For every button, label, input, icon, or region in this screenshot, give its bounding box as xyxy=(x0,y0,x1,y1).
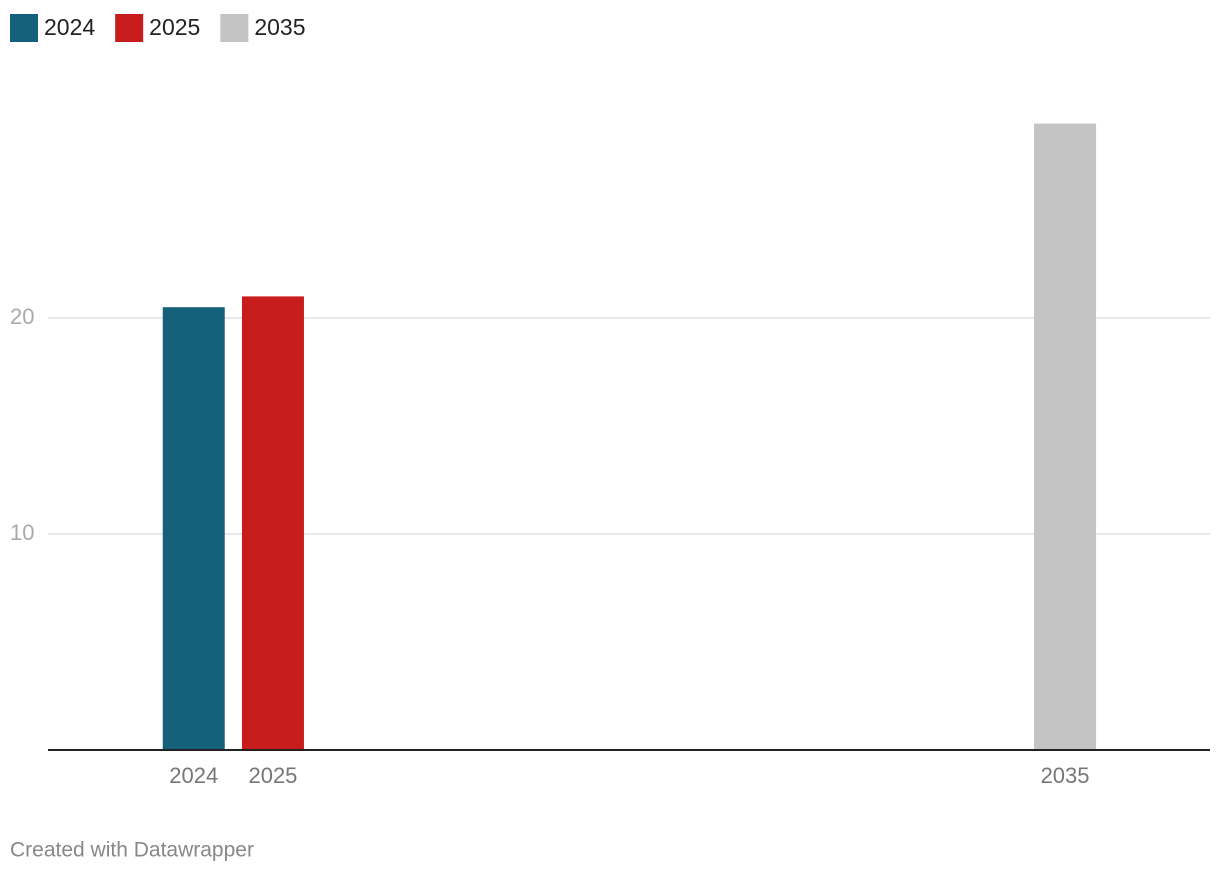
x-tick-label: 2024 xyxy=(169,763,218,788)
legend-swatch xyxy=(115,14,144,42)
legend-swatch xyxy=(10,14,38,42)
bar xyxy=(1034,123,1097,751)
x-tick-label: 2025 xyxy=(248,763,297,788)
y-tick-label: 10 xyxy=(10,520,34,545)
y-tick-label: 20 xyxy=(10,304,34,329)
bar xyxy=(241,296,304,750)
legend-label: 2024 xyxy=(44,14,95,40)
x-tick-label: 2035 xyxy=(1041,763,1090,788)
footer: Created with Datawrapper xyxy=(10,839,254,862)
legend-label: 2025 xyxy=(149,14,200,40)
legend-label: 2035 xyxy=(254,14,305,40)
bar xyxy=(162,307,225,750)
legend-swatch xyxy=(220,14,249,42)
